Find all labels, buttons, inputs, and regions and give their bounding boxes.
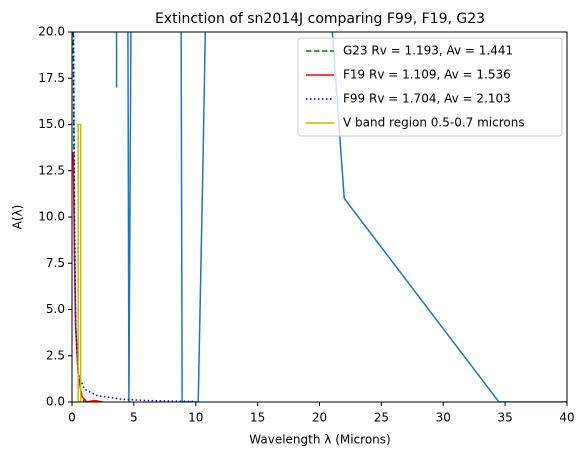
x-tick-label: 30 [436, 411, 451, 425]
legend-label: F19 Rv = 1.109, Av = 1.536 [343, 68, 511, 82]
x-tick-label: 25 [374, 411, 389, 425]
x-tick-label: 20 [312, 411, 327, 425]
y-tick-label: 17.5 [38, 71, 65, 85]
legend-label: G23 Rv = 1.193, Av = 1.441 [343, 44, 513, 58]
y-tick-label: 20.0 [38, 25, 65, 39]
series-line [77, 123, 82, 402]
legend-label: V band region 0.5-0.7 microns [343, 116, 525, 130]
x-tick-label: 5 [130, 411, 138, 425]
y-tick-label: 7.5 [46, 256, 65, 270]
chart-title: Extinction of sn2014J comparing F99, F19… [155, 11, 485, 27]
legend-label: F99 Rv = 1.704, Av = 2.103 [343, 92, 511, 106]
x-tick-label: 0 [68, 411, 76, 425]
y-axis-label: A(λ) [11, 205, 25, 230]
y-tick-label: 12.5 [38, 163, 65, 177]
x-tick-label: 10 [188, 411, 203, 425]
x-axis-label: Wavelength λ (Microns) [249, 433, 390, 447]
plot-area [72, 32, 567, 402]
x-tick-label: 35 [497, 411, 512, 425]
legend-box [297, 37, 563, 137]
y-tick-label: 0.0 [46, 395, 65, 409]
plot-frame [71, 31, 568, 403]
y-tick-label: 10.0 [38, 210, 65, 224]
y-tick-label: 2.5 [46, 348, 65, 362]
y-tick-label: 15.0 [38, 117, 65, 131]
x-tick-label: 40 [559, 411, 574, 425]
series-line [72, 32, 196, 402]
x-tick-label: 15 [250, 411, 265, 425]
y-tick-label: 5.0 [46, 302, 65, 316]
series-line [115, 32, 567, 402]
